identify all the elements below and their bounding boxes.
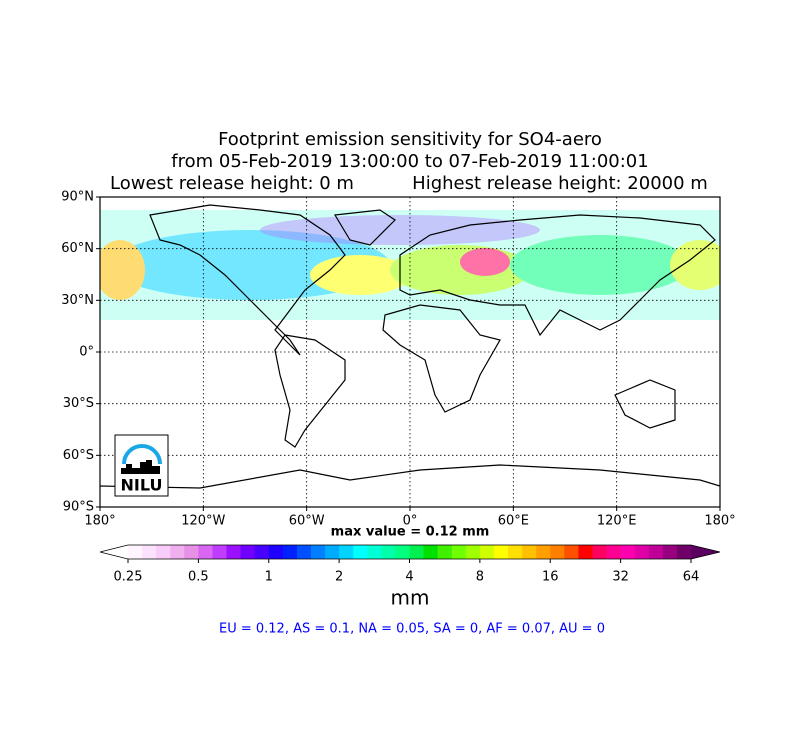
colorbar-swatch (353, 545, 368, 559)
colorbar-swatch (395, 545, 410, 559)
antarctica (100, 464, 720, 489)
colorbar-swatch (423, 545, 439, 559)
colorbar-swatch (170, 545, 185, 559)
axes-labels: 180° 120°W 60°W 0° 60°E 120°E 180°90°S60°S30°S… (61, 190, 735, 529)
x-tick-label: 60°E (498, 514, 529, 529)
colorbar-swatch (268, 545, 284, 559)
footprint-blob (390, 245, 530, 295)
colorbar-tick-label: 4 (405, 570, 413, 585)
footprint-field (100, 210, 720, 320)
colorbar-swatch (606, 545, 622, 559)
colorbar-swatch (381, 545, 396, 559)
colorbar-swatch (156, 545, 171, 559)
colorbar-swatch (310, 545, 326, 559)
footprint-blob (100, 240, 145, 300)
colorbar-tick-label: 8 (476, 570, 484, 585)
footprint-blob (510, 235, 690, 295)
max-value: max value = 0.12 mm (331, 525, 490, 540)
y-tick-label: 90°N (61, 190, 94, 205)
footprint-blob (670, 240, 720, 290)
colorbar-swatch (198, 545, 213, 559)
colorbar-swatch (479, 545, 495, 559)
colorbar-swatch (282, 545, 298, 559)
x-tick-label: 180° (84, 514, 115, 529)
title-line: from 05-Feb-2019 13:00:00 to 07-Feb-2019… (171, 151, 648, 172)
title-line: Footprint emission sensitivity for SO4-a… (218, 129, 602, 150)
logo-text: NILU (121, 476, 163, 495)
colorbar-swatch (493, 545, 509, 559)
colorbar-swatch (240, 545, 256, 559)
grid (100, 197, 720, 507)
x-tick-label: 180° (704, 514, 735, 529)
colorbar-tick-label: 16 (542, 570, 559, 585)
australia (614, 379, 676, 429)
map-area (100, 197, 720, 507)
colorbar-swatch (339, 545, 354, 559)
logo: NILU (114, 434, 169, 497)
y-tick-label: 30°N (61, 293, 94, 308)
colorbar-swatch (226, 545, 242, 559)
colorbar-swatch (409, 545, 425, 559)
colorbar-swatch (634, 545, 650, 559)
colorbar-swatch (184, 545, 199, 559)
colorbar-swatch (296, 545, 312, 559)
colorbar-swatch (676, 545, 692, 559)
colorbar-swatch (128, 545, 143, 559)
y-tick-label: 60°S (63, 448, 94, 463)
colorbar-swatch (578, 545, 593, 559)
africa (382, 304, 501, 413)
x-tick-label: 60°W (289, 514, 325, 529)
colorbar-swatch (212, 545, 228, 559)
logo-arc (122, 444, 162, 465)
colorbar-tick-label: 0.5 (188, 570, 209, 585)
footprint-blob (260, 215, 540, 245)
x-tick-label: 0° (403, 514, 418, 529)
footprint-blob (460, 248, 510, 276)
colorbar-under (100, 545, 128, 559)
south-america (274, 334, 346, 448)
release-height: Highest release height: 20000 m (412, 173, 708, 194)
colorbar-swatch (142, 545, 157, 559)
colorbar-swatch (536, 545, 551, 559)
colorbar-swatch (367, 545, 382, 559)
colorbar-swatch (592, 545, 608, 559)
colorbar-label: mm (391, 586, 430, 610)
y-tick-label: 60°N (61, 241, 94, 256)
colorbar-swatch (325, 545, 340, 559)
colorbar-swatch (662, 545, 678, 559)
region-summary: EU = 0.12, AS = 0.1, NA = 0.05, SA = 0, … (219, 622, 605, 637)
colorbar-tick-label: 0.25 (114, 570, 143, 585)
colorbar-swatch (451, 545, 467, 559)
x-tick-label: 120°E (597, 514, 637, 529)
colorbar-swatch (522, 545, 537, 559)
y-tick-label: 0° (79, 345, 94, 360)
colorbar-swatch (508, 545, 523, 559)
north-america (149, 204, 346, 356)
colorbar-swatch (648, 545, 664, 559)
colorbar-tick-label: 2 (335, 570, 343, 585)
greenland (334, 209, 396, 246)
colorbar-tick-label: 64 (683, 570, 700, 585)
colorbar-swatch (620, 545, 636, 559)
colorbar-swatch (254, 545, 270, 559)
x-tick-label: 120°W (181, 514, 225, 529)
colorbar: 0.25 0.5 1 2 4 8 16 32 64 (99, 544, 721, 585)
colorbar-tick-label: 1 (265, 570, 273, 585)
y-tick-label: 90°S (63, 500, 94, 515)
colorbar-swatch (564, 545, 579, 559)
colorbar-over (691, 545, 720, 559)
colorbar-swatch (465, 545, 481, 559)
logo-skyline (121, 460, 160, 474)
colorbar-swatch (550, 545, 565, 559)
colorbar-tick-label: 32 (612, 570, 629, 585)
y-tick-label: 30°S (63, 396, 94, 411)
colorbar-swatch (437, 545, 453, 559)
release-height: Lowest release height: 0 m (110, 173, 354, 194)
